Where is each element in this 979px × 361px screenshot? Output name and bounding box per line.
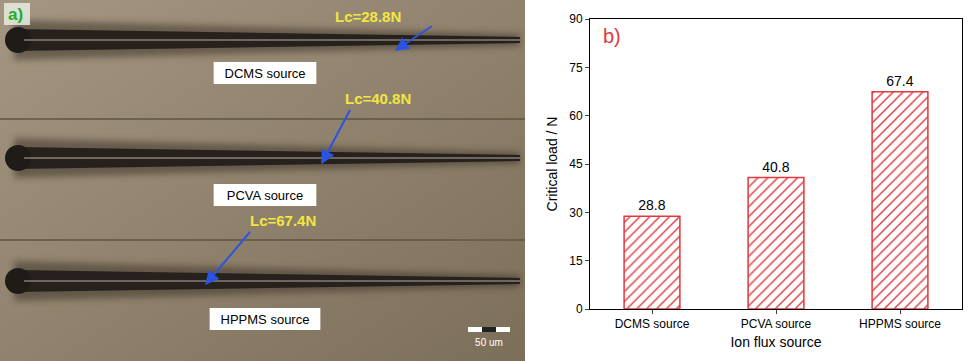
svg-text:a): a) <box>8 5 23 24</box>
svg-text:90: 90 <box>569 12 583 26</box>
svg-text:0: 0 <box>576 302 583 316</box>
svg-text:DCMS source: DCMS source <box>615 317 690 331</box>
svg-text:75: 75 <box>569 61 583 75</box>
svg-text:b): b) <box>603 25 621 47</box>
svg-text:HPPMS source: HPPMS source <box>221 312 310 327</box>
svg-text:PCVA source: PCVA source <box>227 188 303 203</box>
svg-text:50 um: 50 um <box>475 337 503 348</box>
svg-text:28.8: 28.8 <box>638 197 665 213</box>
svg-text:40.8: 40.8 <box>762 159 789 175</box>
svg-text:45: 45 <box>569 157 583 171</box>
svg-text:Lc=40.8N: Lc=40.8N <box>345 90 411 107</box>
svg-text:67.4: 67.4 <box>886 73 913 89</box>
svg-text:Lc=28.8N: Lc=28.8N <box>335 8 401 25</box>
svg-text:15: 15 <box>569 254 583 268</box>
svg-text:Critical load / N: Critical load / N <box>544 117 560 212</box>
svg-text:60: 60 <box>569 109 583 123</box>
svg-text:DCMS source: DCMS source <box>225 66 306 81</box>
svg-text:Lc=67.4N: Lc=67.4N <box>250 212 316 229</box>
svg-text:30: 30 <box>569 206 583 220</box>
svg-text:HPPMS source: HPPMS source <box>859 317 941 331</box>
svg-text:PCVA source: PCVA source <box>741 317 812 331</box>
svg-text:Ion flux source: Ion flux source <box>730 334 821 350</box>
